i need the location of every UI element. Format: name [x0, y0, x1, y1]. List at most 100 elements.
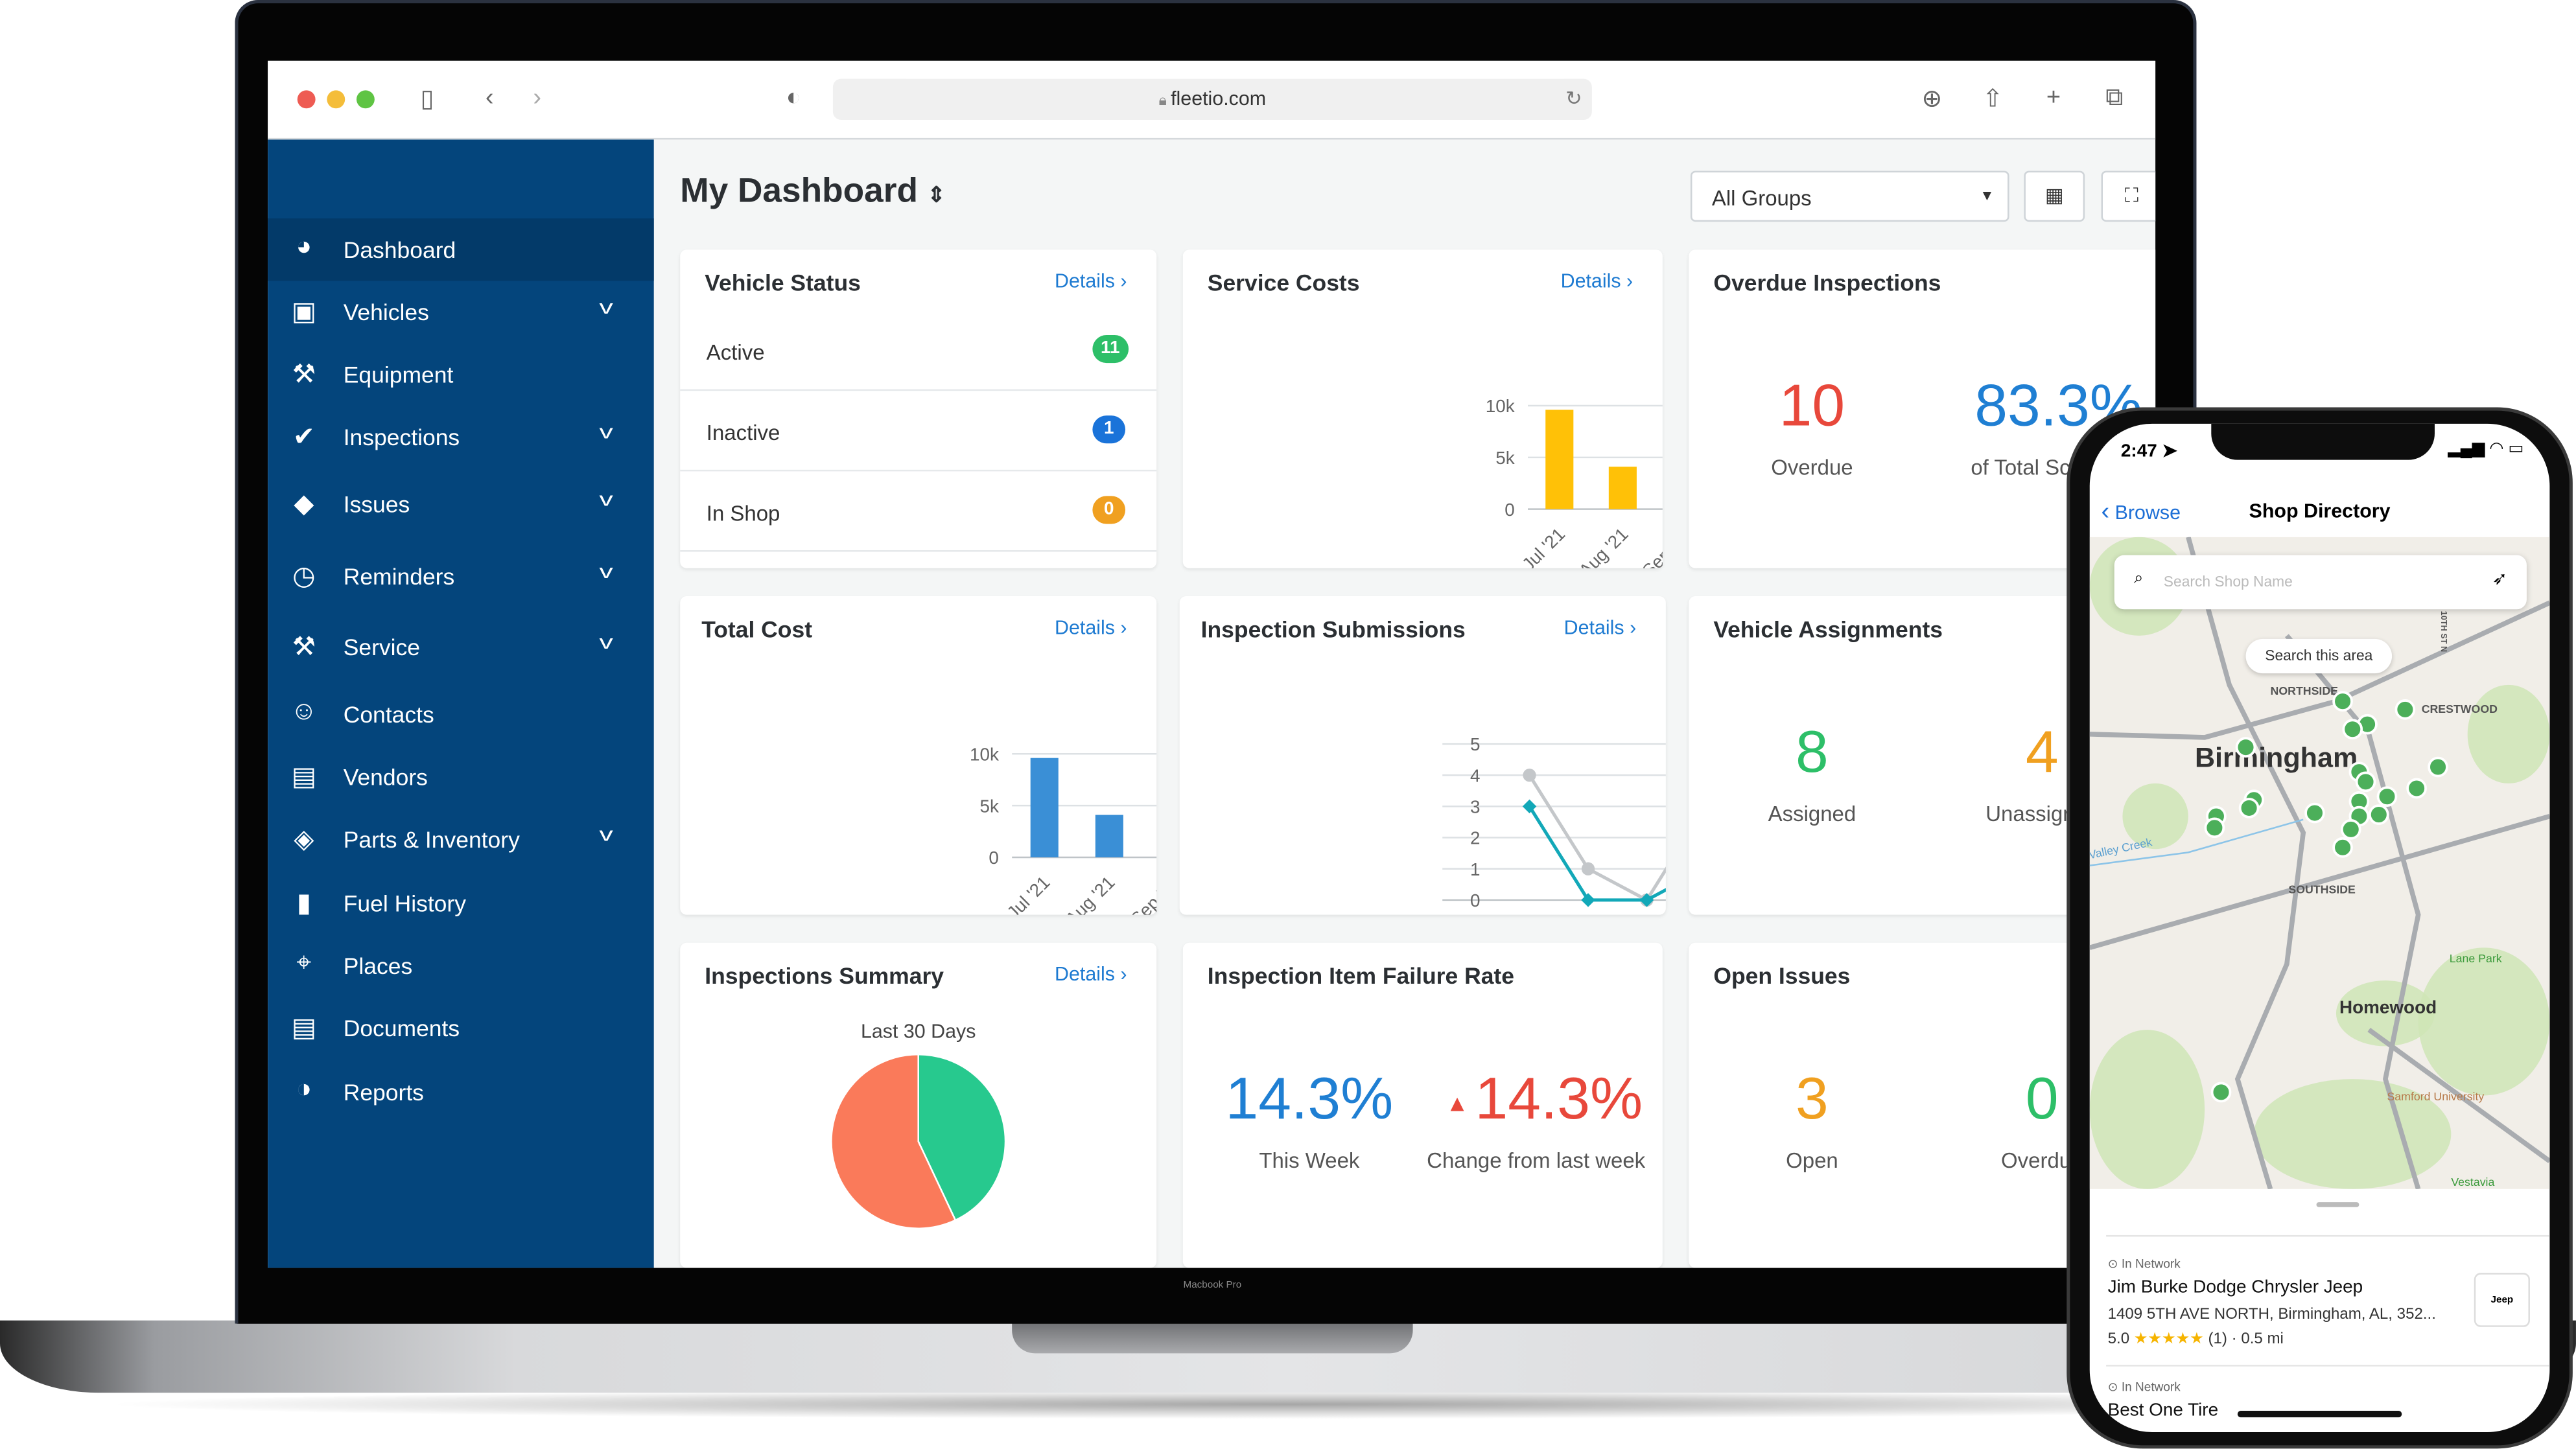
forward-icon[interactable]: › — [533, 84, 542, 112]
sidebar-item-contacts[interactable]: ☺ Contacts — [268, 683, 654, 745]
map-label: Lane Park — [2450, 952, 2502, 965]
count-badge: 1 — [1092, 415, 1126, 444]
shop-search-input[interactable]: ⌕ Search Shop Name ➶ — [2114, 555, 2527, 610]
x-tick-label: Sep '21 — [1638, 524, 1663, 568]
details-link[interactable]: Details › — [1055, 269, 1127, 293]
inspection-submissions-chart: 012345ThuFriSatSunMonTueWed — [1442, 734, 1666, 910]
shop-pin — [2332, 837, 2353, 858]
download-icon[interactable]: ⊕ — [1921, 85, 1943, 113]
tabs-overview-icon[interactable]: ⧉ — [2105, 84, 2124, 112]
share-icon[interactable]: ⇧ — [1982, 85, 2004, 113]
status-label: In Shop — [706, 500, 780, 526]
overdue-label: Overdue — [1771, 455, 1853, 480]
sidebar-item-reports[interactable]: ◑ Reports — [268, 1061, 654, 1123]
chevron-down-icon[interactable]: v — [599, 296, 613, 319]
assigned-label: Assigned — [1768, 801, 1856, 826]
map-label: Samford University — [2387, 1090, 2484, 1103]
new-tab-icon[interactable]: + — [2046, 84, 2061, 112]
dealer-logo: Jeep — [2474, 1273, 2530, 1327]
sidebar-item-vendors[interactable]: ▤ Vendors — [268, 746, 654, 808]
assigned-count: 8 — [1796, 717, 1829, 785]
card-title: Inspections Summary — [705, 962, 944, 989]
chevron-down-icon[interactable]: v — [599, 487, 613, 511]
sidebar-item-label: Reminders — [343, 563, 455, 590]
details-link[interactable]: Details › — [1563, 616, 1637, 639]
park-area — [2089, 1030, 2205, 1189]
back-button[interactable]: ‹ Browse — [2101, 497, 2181, 526]
fullscreen-button[interactable]: ⛶ — [2101, 170, 2156, 222]
star-rating-icons: ★★★★★ — [2133, 1330, 2204, 1349]
maximize-window-button[interactable] — [356, 90, 375, 109]
sidebar-item-label: Places — [343, 952, 413, 979]
sidebar-item-inspections[interactable]: ✔ Inspections v — [268, 406, 654, 468]
y-tick-label: 5k — [1495, 448, 1514, 468]
sidebar-item-reminders[interactable]: ◷ Reminders v — [268, 545, 654, 607]
card-title: Vehicle Assignments — [1713, 616, 1943, 642]
minimize-window-button[interactable] — [327, 90, 345, 109]
dashboard-gauge-icon: ◕ — [296, 233, 312, 261]
status-row-active[interactable]: Active 11 — [680, 310, 1157, 391]
details-link[interactable]: Details › — [1055, 616, 1127, 639]
x-tick-label: Jul '21 — [1518, 524, 1569, 568]
browser-toolbar: ▯ ‹ › ◐ 🔒︎ fleetio.com ↻ ⊕ ⇧ + ⧉ — [268, 60, 2156, 140]
warning-diamond-icon: ◆ — [294, 491, 314, 519]
sidebar-item-places[interactable]: ⌖ Places — [268, 934, 654, 997]
address-bar[interactable]: 🔒︎ fleetio.com ↻ — [832, 78, 1592, 121]
shop-pin — [2342, 719, 2363, 740]
screen-title: Shop Directory — [2249, 499, 2391, 522]
sidebar-item-service[interactable]: ⚒ Service v — [268, 616, 654, 678]
status-row-in-shop[interactable]: In Shop 0 — [680, 471, 1157, 552]
close-window-button[interactable] — [297, 90, 316, 109]
overdue-issues-count: 0 — [2025, 1064, 2059, 1132]
details-link[interactable]: Details › — [1055, 962, 1127, 986]
sidebar-item-issues[interactable]: ◆ Issues v — [268, 473, 654, 535]
park-area — [2254, 1079, 2452, 1189]
sidebar-item-documents[interactable]: ▤ Documents — [268, 997, 654, 1059]
box-icon: ◈ — [294, 826, 314, 854]
sidebar-item-vehicles[interactable]: ▣ Vehicles v — [268, 281, 654, 343]
status-row-inactive[interactable]: Inactive 1 — [680, 391, 1157, 472]
current-location-icon[interactable]: ➶ — [2492, 570, 2508, 590]
laptop-model-label: Macbook Pro — [1183, 1281, 1242, 1292]
sidebar-item-label: Vehicles — [343, 299, 429, 325]
y-tick-label: 1 — [1470, 859, 1481, 879]
back-icon[interactable]: ‹ — [485, 84, 494, 112]
layout-grid-button[interactable]: ▦ — [2024, 170, 2085, 222]
lock-icon: 🔒︎ — [1158, 91, 1171, 109]
group-select[interactable]: All Groups ▼ — [1690, 170, 2009, 222]
sidebar-item-dashboard[interactable]: ◕ Dashboard — [268, 218, 654, 281]
details-link[interactable]: Details › — [1560, 269, 1633, 293]
sidebar-item-parts-inventory[interactable]: ◈ Parts & Inventory v — [268, 808, 654, 870]
chevron-down-icon[interactable]: v — [599, 822, 613, 846]
map-label: Homewood — [2339, 997, 2437, 1017]
chevron-down-icon[interactable]: v — [599, 560, 613, 583]
shop-map[interactable]: NORTHSIDE CRESTWOOD Birmingham SOUTHSIDE Lan… — [2089, 537, 2550, 1189]
sidebar-item-fuel-history[interactable]: ▮ Fuel History — [268, 872, 654, 934]
check-circle-icon: ✔ — [292, 423, 315, 452]
sidebar-item-label: Dashboard — [343, 236, 456, 263]
search-this-area-button[interactable]: Search this area — [2245, 638, 2393, 674]
status-time: 2:47 ➤ — [2120, 441, 2177, 462]
x-tick-label: Jul '21 — [1003, 872, 1053, 915]
shop-pin — [2355, 771, 2376, 793]
bar — [1608, 467, 1637, 509]
park-area — [2336, 980, 2435, 1047]
sidebar-item-equipment[interactable]: ⚒ Equipment — [268, 343, 654, 406]
sheet-handle[interactable] — [2316, 1202, 2359, 1207]
card-title: Open Issues — [1713, 962, 1851, 989]
park-area — [2467, 684, 2550, 783]
card-title: Total Cost — [701, 616, 813, 642]
map-pin-icon: ⌖ — [296, 949, 312, 977]
map-label: CRESTWOOD — [2422, 702, 2498, 715]
privacy-shield-icon[interactable]: ◐ — [786, 84, 801, 112]
shop-pin — [2406, 778, 2427, 799]
sidebar-toggle-icon[interactable]: ▯ — [420, 85, 434, 113]
browser-window: ▯ ‹ › ◐ 🔒︎ fleetio.com ↻ ⊕ ⇧ + ⧉ ◕ Dashbo… — [268, 60, 2156, 1268]
card-title: Vehicle Status — [705, 269, 861, 296]
reload-icon[interactable]: ↻ — [1565, 87, 1582, 110]
page-title[interactable]: My Dashboard ⇕ — [680, 172, 945, 212]
chevron-down-icon[interactable]: v — [599, 420, 613, 444]
chevron-down-icon[interactable]: v — [599, 631, 613, 654]
failure-rate-week: 14.3% — [1225, 1064, 1394, 1132]
grid-icon: ▦ — [2044, 183, 2064, 207]
